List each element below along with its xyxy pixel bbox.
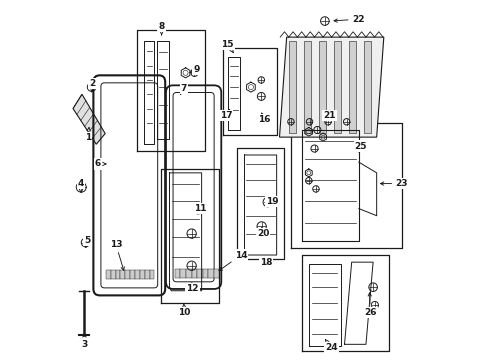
Text: 16: 16	[257, 113, 270, 124]
Text: 17: 17	[219, 109, 232, 120]
Text: 3: 3	[81, 334, 87, 349]
Text: 8: 8	[158, 22, 164, 35]
Text: 2: 2	[89, 79, 96, 92]
Text: 1: 1	[85, 127, 91, 141]
Polygon shape	[106, 270, 110, 279]
Text: 4: 4	[78, 179, 84, 193]
Text: 13: 13	[109, 240, 124, 270]
Text: 11: 11	[193, 204, 205, 213]
Polygon shape	[175, 269, 180, 278]
Text: 10: 10	[178, 304, 190, 317]
Polygon shape	[288, 41, 295, 133]
Polygon shape	[180, 269, 185, 278]
Polygon shape	[348, 41, 355, 133]
Text: 23: 23	[380, 179, 407, 188]
Polygon shape	[115, 270, 120, 279]
Text: 15: 15	[221, 40, 233, 53]
Text: 25: 25	[354, 141, 366, 152]
Text: 6: 6	[95, 159, 106, 168]
Text: 20: 20	[256, 228, 269, 238]
Polygon shape	[191, 269, 197, 278]
Text: 19: 19	[265, 197, 278, 206]
Polygon shape	[110, 270, 115, 279]
Polygon shape	[208, 269, 213, 278]
Text: 7: 7	[180, 84, 186, 95]
Polygon shape	[149, 270, 154, 279]
Polygon shape	[197, 269, 203, 278]
Polygon shape	[213, 269, 219, 278]
Text: 18: 18	[259, 258, 272, 267]
Text: 26: 26	[363, 293, 376, 317]
Text: 24: 24	[325, 340, 337, 352]
Text: 5: 5	[84, 236, 90, 248]
Polygon shape	[144, 270, 149, 279]
Polygon shape	[135, 270, 140, 279]
Polygon shape	[185, 269, 191, 278]
Polygon shape	[140, 270, 144, 279]
Polygon shape	[319, 41, 325, 133]
Text: 12: 12	[186, 283, 199, 293]
Polygon shape	[203, 269, 208, 278]
Polygon shape	[73, 94, 105, 144]
Polygon shape	[279, 37, 383, 137]
Text: 21: 21	[323, 111, 335, 120]
Polygon shape	[130, 270, 135, 279]
Polygon shape	[333, 41, 340, 133]
Polygon shape	[120, 270, 125, 279]
Text: 14: 14	[219, 251, 247, 271]
Text: 9: 9	[189, 65, 199, 74]
Polygon shape	[364, 41, 370, 133]
Polygon shape	[304, 41, 310, 133]
Polygon shape	[125, 270, 130, 279]
Text: 22: 22	[333, 15, 364, 24]
